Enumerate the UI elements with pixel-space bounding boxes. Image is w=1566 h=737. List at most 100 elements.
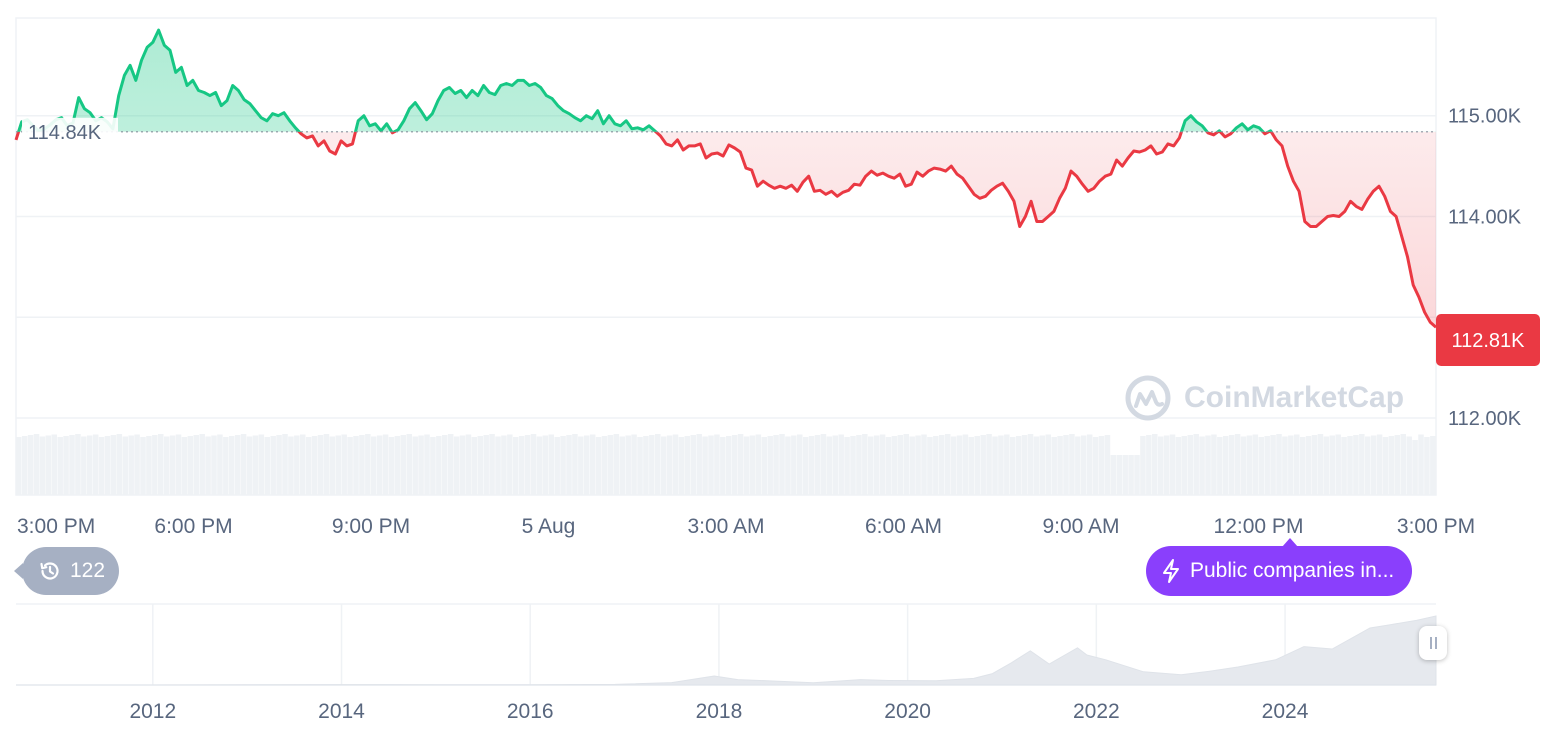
- volume-bar: [1299, 437, 1306, 495]
- volume-bar: [471, 437, 478, 495]
- volume-bars: [16, 434, 1436, 495]
- volume-bar: [962, 434, 969, 495]
- volume-bar: [1264, 436, 1270, 495]
- baseline-label-bg: [22, 117, 118, 144]
- news-text: Public companies in...: [1190, 559, 1395, 582]
- overview-x-tick-label: 2018: [696, 700, 743, 723]
- volume-bar: [797, 434, 803, 495]
- volume-bar: [128, 435, 134, 495]
- volume-bar: [785, 436, 791, 495]
- grid-lines: [15, 17, 1437, 496]
- volume-bar: [1329, 435, 1336, 495]
- volume-bar: [832, 435, 839, 495]
- volume-bar: [1075, 436, 1081, 495]
- x-tick-label: 3:00 AM: [687, 515, 764, 538]
- overview-chart[interactable]: [16, 603, 1437, 686]
- volume-bar: [382, 434, 389, 495]
- volume-bar: [87, 435, 93, 495]
- volume-bar: [33, 434, 40, 495]
- volume-bar: [956, 435, 963, 495]
- volume-bar: [862, 434, 868, 495]
- volume-bar: [637, 437, 643, 495]
- area-fill-below-baseline: [16, 131, 1436, 328]
- volume-bar: [885, 437, 892, 495]
- volume-bar: [258, 434, 265, 495]
- volume-bar: [1015, 436, 1022, 495]
- volume-bar: [92, 434, 99, 495]
- volume-bar: [1152, 434, 1158, 495]
- volume-bar: [1240, 436, 1247, 495]
- last-price-label: 112.81K: [1451, 330, 1525, 352]
- volume-bar: [655, 434, 661, 495]
- volume-bar: [944, 434, 951, 495]
- volume-bar: [530, 434, 537, 495]
- volume-bar: [63, 436, 69, 495]
- volume-bar: [737, 434, 744, 495]
- volume-bar: [39, 436, 46, 495]
- y-tick-label: 112.00K: [1448, 408, 1522, 430]
- volume-bar: [1010, 437, 1016, 495]
- volume-bar: [560, 436, 566, 495]
- volume-bar: [980, 435, 986, 495]
- volume-bar: [743, 436, 750, 495]
- volume-bar: [933, 436, 939, 495]
- volume-bar: [240, 434, 247, 495]
- volume-bar: [1021, 435, 1028, 495]
- volume-bar: [1246, 435, 1253, 495]
- volume-bar: [1394, 435, 1401, 495]
- volume-bar: [903, 434, 910, 495]
- news-badge[interactable]: Public companies in...: [1146, 538, 1413, 596]
- volume-bar: [1430, 436, 1436, 495]
- volume-bar: [1288, 435, 1294, 495]
- volume-bar: [986, 434, 992, 495]
- volume-bar: [75, 434, 81, 495]
- volume-bar: [1033, 436, 1040, 495]
- volume-bar: [1199, 436, 1205, 495]
- volume-bar: [181, 437, 188, 495]
- x-tick-label: 9:00 AM: [1042, 515, 1119, 538]
- volume-bar: [465, 434, 472, 495]
- volume-bar: [1181, 436, 1188, 495]
- volume-bar: [726, 436, 732, 495]
- volume-bar: [27, 435, 34, 495]
- overview-x-tick-label: 2016: [507, 700, 554, 723]
- volume-bar: [998, 435, 1004, 495]
- coinmarketcap-logo-icon: [1125, 375, 1171, 421]
- volume-bar: [1140, 436, 1146, 495]
- volume-bar: [16, 437, 22, 495]
- price-line: [14, 28, 1437, 329]
- volume-bar: [294, 435, 300, 495]
- volume-bar: [1045, 434, 1052, 495]
- x-tick-label: 3:00 PM: [17, 515, 95, 538]
- volume-bar: [672, 434, 679, 495]
- volume-bar: [1406, 436, 1412, 495]
- overview-x-tick-label: 2020: [884, 700, 931, 723]
- range-slider-handle[interactable]: [1419, 626, 1447, 660]
- volume-bar: [1217, 437, 1223, 495]
- volume-bar: [1305, 436, 1312, 495]
- x-tick-label: 6:00 PM: [154, 515, 232, 538]
- volume-bar: [459, 435, 466, 495]
- volume-bar: [223, 437, 229, 495]
- volume-bar: [199, 434, 205, 495]
- volume-bar: [856, 435, 862, 495]
- overview-x-tick-label: 2014: [318, 700, 365, 723]
- volume-bar: [158, 434, 164, 495]
- volume-bar: [388, 437, 395, 495]
- volume-bar: [595, 437, 602, 495]
- volume-bar: [1122, 455, 1128, 495]
- volume-bar: [761, 437, 768, 495]
- volume-bar: [619, 436, 626, 495]
- volume-bar: [21, 436, 28, 495]
- volume-bar: [341, 434, 347, 495]
- volume-bar: [1388, 436, 1395, 495]
- y-tick-label: 115.00K: [1448, 106, 1522, 128]
- history-icon: [40, 562, 59, 580]
- volume-bar: [1063, 435, 1069, 495]
- volume-bar: [211, 435, 217, 495]
- history-badge[interactable]: 122: [13, 547, 120, 595]
- volume-bar: [110, 435, 117, 495]
- lightning-icon: [1163, 559, 1179, 583]
